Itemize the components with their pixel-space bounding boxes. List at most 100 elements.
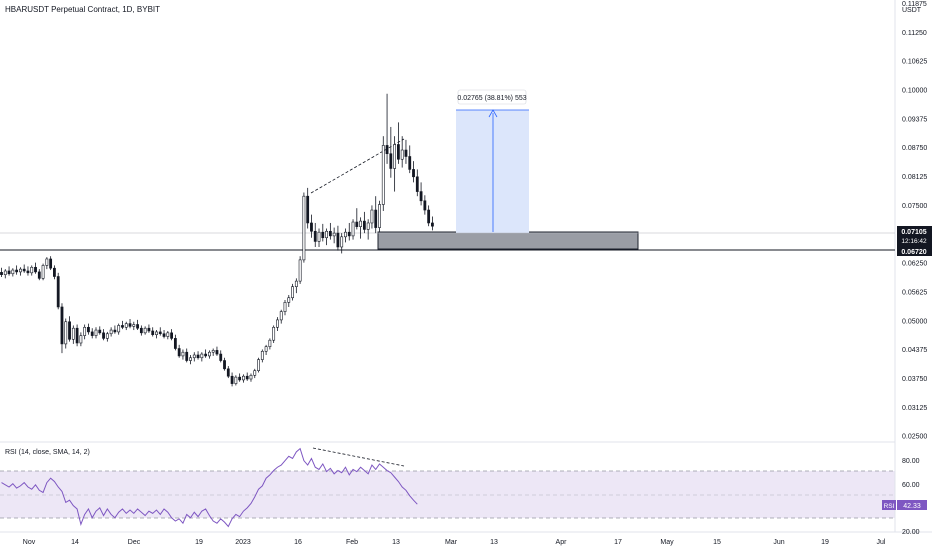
time-tick-label: Jul xyxy=(877,539,886,546)
candle-body xyxy=(117,325,121,333)
candle-body xyxy=(230,375,234,384)
candle-body xyxy=(340,236,344,248)
candle-body xyxy=(336,232,340,248)
candle-body xyxy=(208,351,211,357)
measure-box[interactable] xyxy=(456,110,529,233)
candle-body xyxy=(408,156,412,170)
candle-body xyxy=(317,231,321,242)
candle-body xyxy=(121,325,124,328)
candle-body xyxy=(45,258,49,266)
candle-body xyxy=(109,329,113,335)
measure-arrowhead xyxy=(488,109,498,118)
candle-body xyxy=(253,370,257,376)
candle-body xyxy=(22,268,26,272)
candle-body xyxy=(30,266,34,274)
candle-body xyxy=(75,327,79,344)
candle-body xyxy=(204,353,208,357)
candle-body xyxy=(37,271,41,279)
candle-body xyxy=(68,321,71,340)
price-tick-label: 0.10625 xyxy=(902,59,927,66)
candle-body xyxy=(15,269,19,273)
candle-body xyxy=(211,350,215,353)
price-tick-label: 0.10000 xyxy=(902,88,927,95)
price-tick-label: 0.03125 xyxy=(902,405,927,412)
candle-body xyxy=(128,323,132,327)
candle-body xyxy=(90,331,94,336)
candle-body xyxy=(389,153,393,169)
time-tick-label: May xyxy=(660,539,674,546)
time-tick-label: 15 xyxy=(713,539,721,546)
candle-body xyxy=(427,209,431,224)
candle-body xyxy=(351,221,355,237)
time-axis-ticks: Nov 14 Dec 19 2023 16 Feb 13 Mar 13 Apr 17 May 15 Jun 1… xyxy=(23,539,886,546)
candle-body xyxy=(347,231,351,237)
candle-body xyxy=(170,332,174,339)
time-tick-label: 14 xyxy=(71,539,79,546)
candle-body xyxy=(181,351,185,357)
chart-title: HBARUSDT Perpetual Contract, 1D, BYBIT xyxy=(5,5,160,14)
rsi-divergence-line[interactable] xyxy=(312,447,405,467)
candle-body xyxy=(132,324,136,327)
candle-body xyxy=(56,276,60,308)
candle-body xyxy=(310,222,313,232)
candle-body xyxy=(64,321,68,345)
candle-body xyxy=(26,270,30,274)
candle-body xyxy=(287,297,291,303)
rsi-band xyxy=(0,471,895,518)
candle-body xyxy=(423,200,427,211)
time-tick-label: Mar xyxy=(445,539,458,546)
candle-body xyxy=(283,302,287,312)
candle-body xyxy=(196,354,200,359)
candle-body xyxy=(192,354,196,359)
candle-body xyxy=(136,324,139,329)
price-divergence-line[interactable] xyxy=(310,138,405,194)
candle-body xyxy=(11,269,15,275)
candle-body xyxy=(162,333,166,337)
candle-body xyxy=(185,351,189,361)
candle-body xyxy=(249,374,253,380)
time-tick-label: 13 xyxy=(490,539,498,546)
time-tick-label: 13 xyxy=(392,539,400,546)
last-price-text: 0.07105 xyxy=(901,229,926,236)
candle-body xyxy=(302,195,306,261)
time-tick-label: Feb xyxy=(346,539,358,546)
candle-body xyxy=(412,169,415,178)
candle-body xyxy=(151,330,155,335)
candle-body xyxy=(272,326,276,341)
currency-label: USDT xyxy=(902,7,922,14)
level-text: 0.06720 xyxy=(901,249,926,256)
candle-body xyxy=(291,286,294,299)
candle-body xyxy=(328,230,332,237)
demand-zone[interactable] xyxy=(377,231,639,250)
measure-label: 0.02765 (38.81%) 553 xyxy=(457,95,526,102)
candle-body xyxy=(102,332,105,339)
candle-body xyxy=(415,176,419,192)
time-tick-label: 19 xyxy=(821,539,829,546)
candle-body xyxy=(378,204,381,228)
last-price-badge xyxy=(897,226,932,246)
candle-body xyxy=(362,220,366,230)
price-tick-label: 0.02500 xyxy=(902,434,927,441)
candle-body xyxy=(215,350,219,355)
candle-body xyxy=(332,232,336,237)
candle-body xyxy=(87,326,90,333)
candle-body xyxy=(359,220,363,227)
price-pane[interactable] xyxy=(0,0,895,442)
candle-body xyxy=(139,327,143,334)
candle-body xyxy=(49,258,53,269)
candle-body xyxy=(242,375,245,381)
candle-body xyxy=(177,348,181,357)
candle-body xyxy=(279,311,283,321)
price-tick-label: 0.09375 xyxy=(902,116,927,123)
candle-body xyxy=(396,144,400,160)
candle-body xyxy=(344,231,347,238)
candle-body xyxy=(234,376,238,384)
candle-body xyxy=(94,329,98,336)
rsi-tick-80: 80.00 xyxy=(902,458,920,465)
candle-body xyxy=(7,270,11,275)
candle-body xyxy=(105,333,109,339)
rsi-value-badge xyxy=(897,500,927,510)
candlestick-series xyxy=(0,93,434,387)
candle-body xyxy=(200,353,204,359)
